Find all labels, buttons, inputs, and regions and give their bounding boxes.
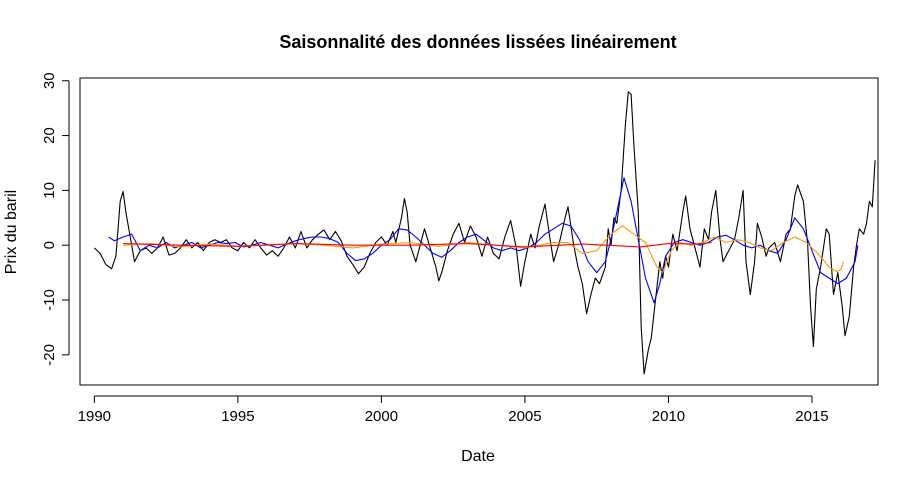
series-line-2: [123, 225, 845, 274]
x-axis: 1990 1995 2000 2005 2010 2015: [78, 395, 829, 425]
x-tick-label: 2015: [795, 408, 828, 425]
y-tick-label: 0: [41, 241, 58, 249]
y-axis: -20 -10 0 10 20 30: [41, 72, 70, 366]
y-tick-label: -10: [41, 289, 58, 311]
series-line-1: [108, 177, 859, 304]
plot-area: [79, 77, 879, 386]
x-tick-label: 2000: [365, 408, 398, 425]
series-line-3: [123, 241, 712, 248]
x-tick-label: 1995: [221, 408, 254, 425]
y-tick-label: 20: [41, 127, 58, 144]
y-axis-label: Prix du baril: [3, 190, 20, 274]
x-axis-label: Date: [461, 448, 495, 465]
series-line-0: [94, 91, 876, 375]
x-tick-label: 1990: [78, 408, 111, 425]
chart-title: Saisonnalité des données lissées linéair…: [279, 32, 676, 52]
series-layer: [94, 91, 876, 375]
x-tick-label: 2005: [508, 408, 541, 425]
y-tick-label: -20: [41, 344, 58, 366]
x-tick-label: 2010: [652, 408, 685, 425]
y-tick-label: 30: [41, 72, 58, 89]
y-tick-label: 10: [41, 182, 58, 199]
